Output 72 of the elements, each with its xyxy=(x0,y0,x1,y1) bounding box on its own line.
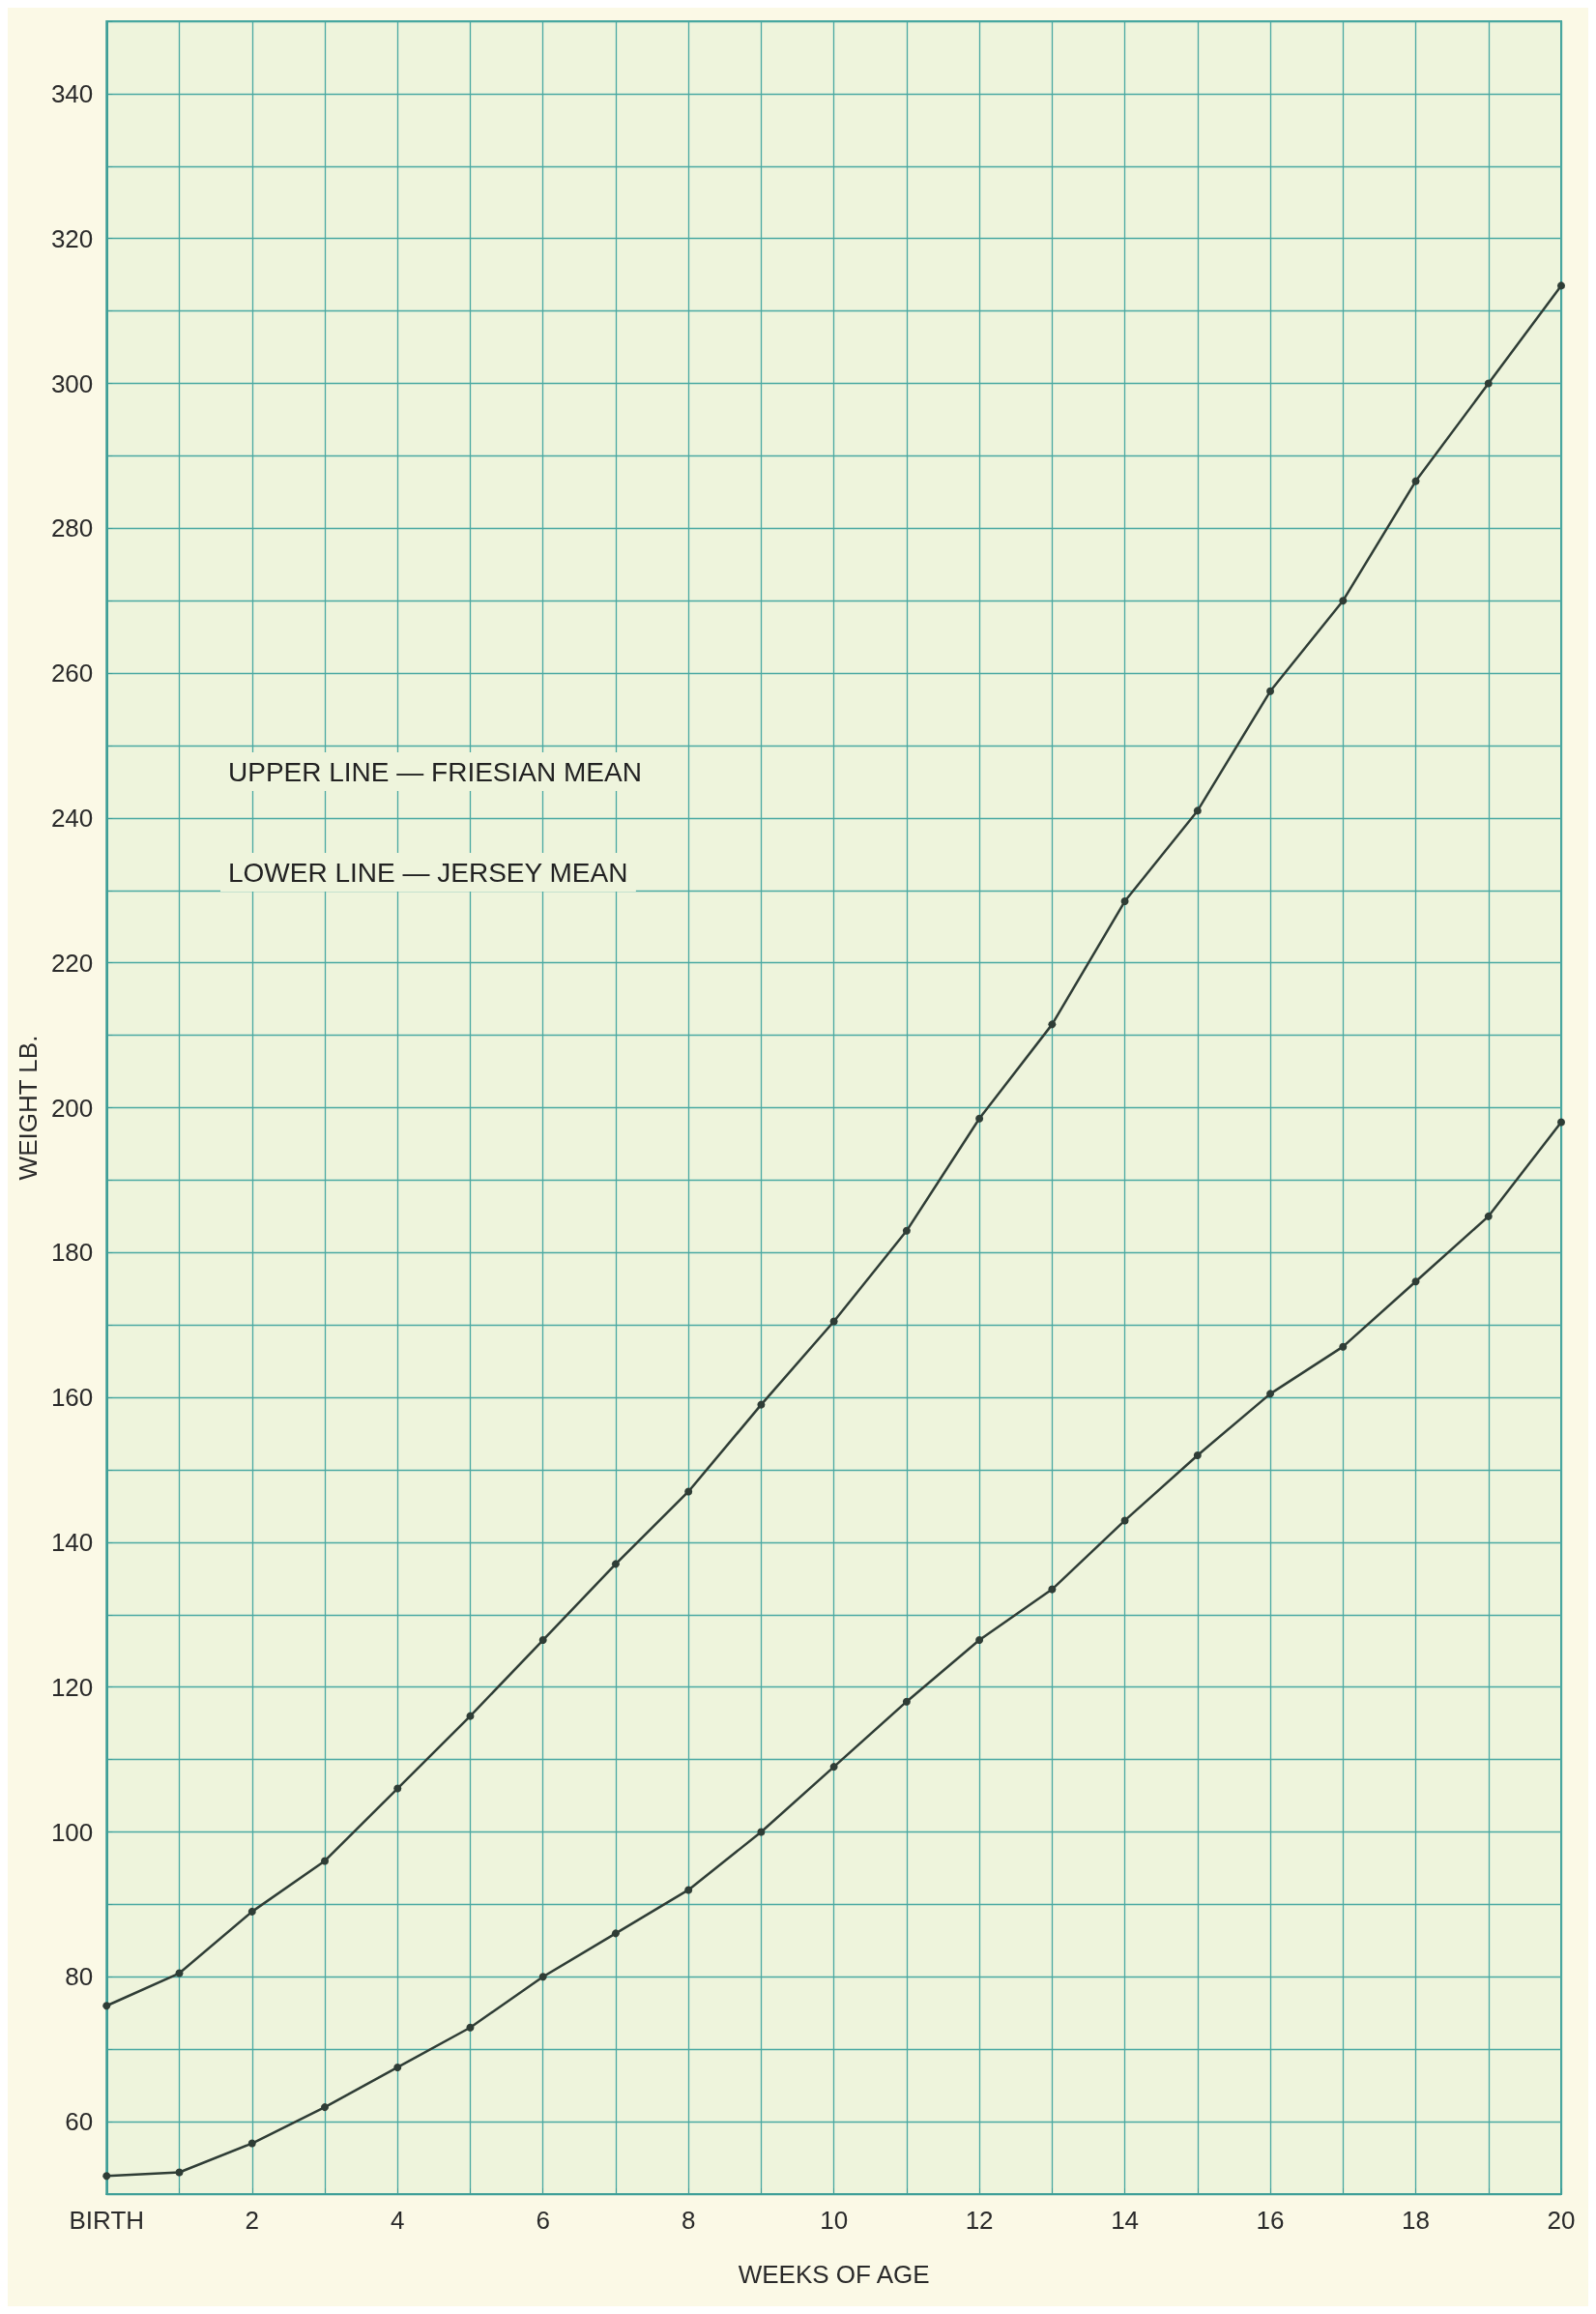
point xyxy=(247,2139,256,2148)
point xyxy=(1484,1212,1493,1220)
x-tick-label: 18 xyxy=(1402,2206,1430,2235)
point xyxy=(247,1907,256,1916)
y-axis-title: WEIGHT LB. xyxy=(14,1035,43,1181)
point xyxy=(1339,597,1348,605)
y-tick-label: 200 xyxy=(50,1093,94,1123)
point xyxy=(1193,1451,1202,1460)
y-tick-label: 340 xyxy=(50,78,94,108)
y-tick-label: 100 xyxy=(50,1817,94,1847)
point xyxy=(1484,379,1493,388)
point xyxy=(393,1784,402,1793)
point xyxy=(611,1929,620,1938)
annotation: LOWER LINE — JERSEY MEAN xyxy=(228,857,628,888)
point xyxy=(757,1828,766,1836)
point xyxy=(975,1636,984,1645)
y-tick-label: 160 xyxy=(50,1383,94,1413)
point xyxy=(684,1487,693,1496)
x-tick-label: 8 xyxy=(681,2206,696,2235)
x-axis-title: WEEKS OF AGE xyxy=(738,2260,930,2289)
y-tick-label: 240 xyxy=(50,803,94,833)
point xyxy=(1266,1390,1275,1398)
point xyxy=(1339,1342,1348,1351)
point xyxy=(902,1226,911,1235)
x-tick-label: 4 xyxy=(390,2206,405,2235)
y-tick-label: 140 xyxy=(50,1527,94,1557)
point xyxy=(466,2023,475,2032)
y-tick-label: 120 xyxy=(50,1672,94,1702)
point xyxy=(1120,1516,1129,1525)
point xyxy=(1266,687,1275,695)
y-tick-label: 60 xyxy=(65,2107,94,2137)
point xyxy=(1557,281,1565,290)
x-tick-label: 20 xyxy=(1547,2206,1576,2235)
point xyxy=(829,1317,838,1326)
point xyxy=(1048,1020,1057,1029)
y-tick-label: 180 xyxy=(50,1238,94,1268)
y-tick-label: 300 xyxy=(50,368,94,398)
point xyxy=(175,2168,184,2177)
y-tick-label: 320 xyxy=(50,223,94,253)
point xyxy=(1120,897,1129,906)
point xyxy=(538,1636,547,1645)
point xyxy=(975,1114,984,1123)
x-tick-label: 6 xyxy=(536,2206,550,2235)
point xyxy=(1048,1585,1057,1594)
y-tick-label: 260 xyxy=(50,659,94,688)
y-tick-label: 280 xyxy=(50,513,94,543)
point xyxy=(175,1969,184,1977)
point xyxy=(1411,1277,1420,1286)
annotation: UPPER LINE — FRIESIAN MEAN xyxy=(228,756,642,787)
point xyxy=(321,1857,329,1865)
x-tick-label: 12 xyxy=(965,2206,994,2235)
point xyxy=(829,1763,838,1772)
point xyxy=(466,1712,475,1720)
point xyxy=(611,1560,620,1568)
x-tick-label: 2 xyxy=(245,2206,259,2235)
x-tick-label: 10 xyxy=(820,2206,849,2235)
point xyxy=(102,2172,111,2181)
y-tick-label: 220 xyxy=(50,948,94,978)
point xyxy=(393,2063,402,2071)
point xyxy=(1557,1118,1565,1127)
point xyxy=(538,1973,547,1981)
point xyxy=(757,1400,766,1409)
x-tick-label: 16 xyxy=(1256,2206,1285,2235)
point xyxy=(102,2002,111,2010)
x-tick-label: 14 xyxy=(1111,2206,1140,2235)
point xyxy=(1193,806,1202,815)
point xyxy=(902,1697,911,1706)
point xyxy=(321,2103,329,2112)
y-tick-label: 80 xyxy=(65,1962,94,1992)
point xyxy=(1411,477,1420,485)
point xyxy=(684,1886,693,1894)
x-tick-label: BIRTH xyxy=(69,2206,145,2235)
